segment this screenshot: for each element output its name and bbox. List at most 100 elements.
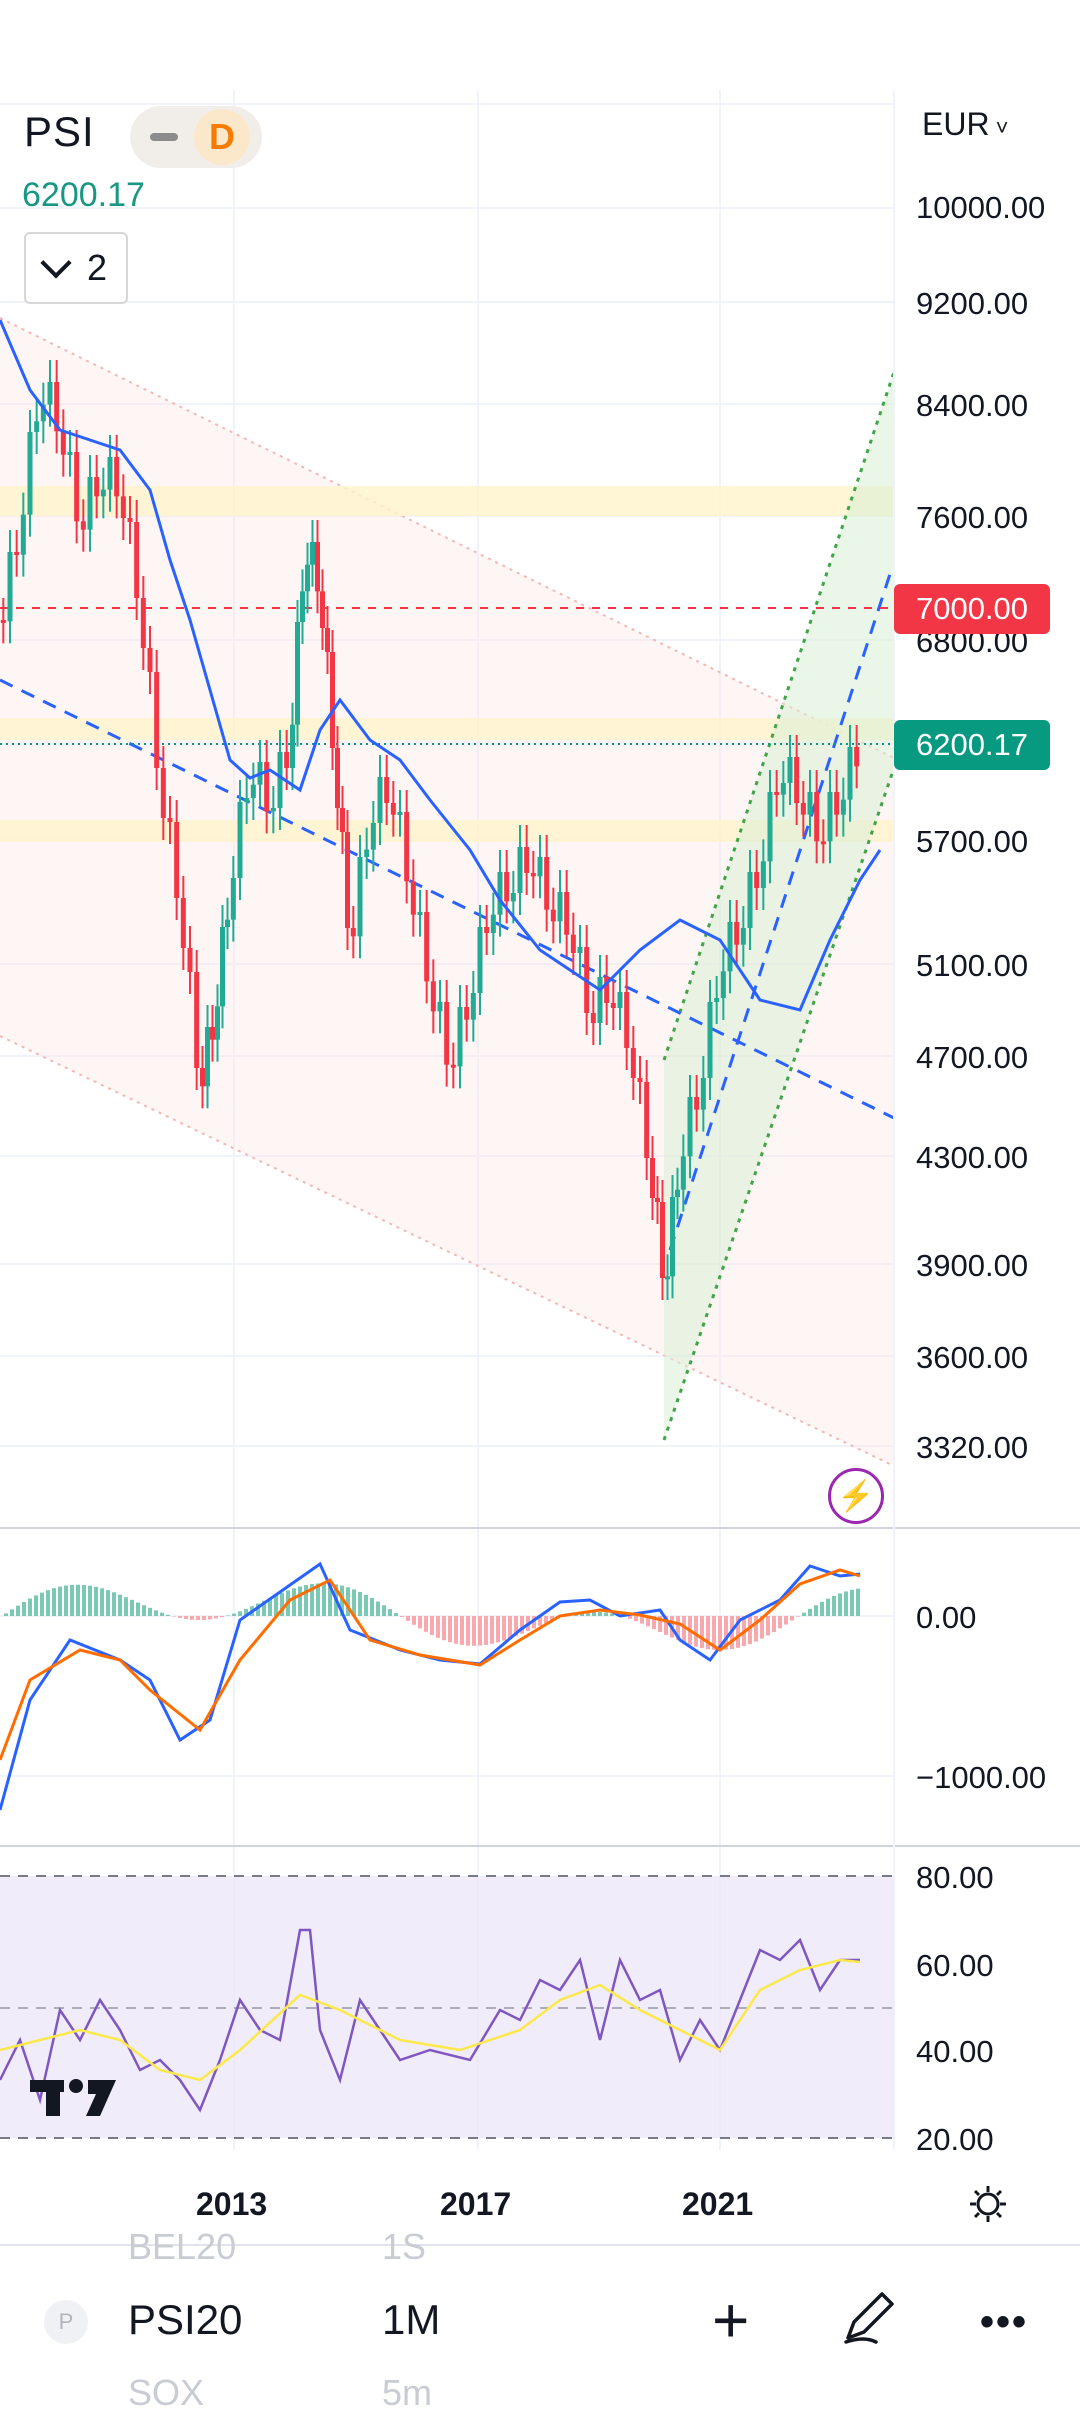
- candle-body: [854, 747, 859, 766]
- macd-histogram-bar: [142, 1605, 146, 1616]
- macd-histogram-bar: [484, 1616, 488, 1645]
- candle-body: [14, 552, 19, 555]
- macd-histogram-bar: [220, 1616, 224, 1617]
- symbol-title[interactable]: PSI: [24, 108, 95, 156]
- macd-histogram-bar: [442, 1616, 446, 1640]
- candle-body: [284, 752, 289, 768]
- candle-body: [34, 421, 39, 432]
- candle-body: [8, 552, 13, 621]
- macd-histogram-bar: [808, 1609, 812, 1616]
- picker-ghost-symbol: BEL20: [128, 2226, 236, 2268]
- macd-histogram-bar: [394, 1613, 398, 1616]
- plus-icon[interactable]: +: [712, 2290, 749, 2350]
- pen-icon[interactable]: [840, 2286, 900, 2346]
- candle-body: [660, 1202, 665, 1278]
- macd-histogram-bar: [454, 1616, 458, 1644]
- candle-body: [478, 927, 483, 993]
- candle-body: [330, 652, 335, 748]
- candle-body: [768, 792, 773, 861]
- candle-body: [808, 792, 813, 815]
- candle-body: [834, 792, 839, 815]
- rsi-axis-label: 20.00: [916, 2122, 994, 2158]
- candle-body: [174, 822, 179, 898]
- macd-histogram-bar: [838, 1593, 842, 1616]
- currency-label: EUR: [922, 106, 990, 142]
- more-icon[interactable]: •••: [980, 2300, 1028, 2345]
- candle-body: [708, 1002, 713, 1078]
- time-axis-label: 2013: [196, 2186, 267, 2223]
- chart-status-pill[interactable]: D: [130, 106, 262, 168]
- minus-icon: [144, 117, 184, 157]
- candle-body: [814, 792, 819, 841]
- chevron-down-icon: [40, 247, 71, 278]
- macd-histogram-bar: [28, 1599, 32, 1616]
- macd-histogram-bar: [238, 1611, 242, 1616]
- candle-body: [694, 1097, 699, 1110]
- candle-body: [531, 873, 536, 876]
- macd-histogram-bar: [52, 1588, 56, 1616]
- time-axis-label: 2017: [440, 2186, 511, 2223]
- candle-body: [761, 861, 766, 888]
- candle-body: [108, 457, 113, 490]
- candle-body: [114, 457, 119, 496]
- candle-body: [398, 812, 403, 815]
- macd-histogram-bar: [298, 1587, 302, 1616]
- macd-histogram-bar: [406, 1616, 410, 1621]
- symbol-picker[interactable]: PSI20: [128, 2296, 242, 2344]
- macd-histogram-bar: [130, 1600, 134, 1616]
- macd-histogram-bar: [190, 1616, 194, 1620]
- macd-histogram-bar: [772, 1616, 776, 1632]
- candle-body: [404, 812, 409, 881]
- timeframe-picker[interactable]: 1M: [382, 2296, 440, 2344]
- candle-body: [68, 452, 73, 455]
- rsi-axis-label: 40.00: [916, 2034, 994, 2070]
- candle-body: [231, 878, 236, 920]
- candle-body: [271, 808, 276, 811]
- candle-body: [101, 490, 106, 497]
- candle-body: [300, 591, 305, 622]
- candle-body: [484, 927, 489, 933]
- candle-body: [670, 1197, 675, 1276]
- candle-body: [188, 948, 193, 972]
- candle-body: [88, 477, 93, 530]
- candle-body: [444, 1002, 449, 1065]
- macd-histogram-bar: [208, 1616, 212, 1619]
- macd-histogram-bar: [844, 1591, 848, 1616]
- candle-body: [675, 1190, 680, 1197]
- price-axis-label: 4700.00: [916, 1040, 1028, 1076]
- macd-histogram-bar: [16, 1606, 20, 1616]
- macd-histogram-bar: [46, 1590, 50, 1616]
- macd-histogram-bar: [64, 1586, 68, 1616]
- candle-body: [335, 748, 340, 808]
- interval-badge: D: [194, 109, 250, 165]
- price-axis-label: 5700.00: [916, 824, 1028, 860]
- candle-body: [48, 382, 53, 405]
- macd-histogram-bar: [382, 1605, 386, 1616]
- candle-body: [325, 628, 330, 652]
- macd-histogram-bar: [430, 1616, 434, 1635]
- candle-body: [721, 971, 726, 998]
- lightning-icon[interactable]: ⚡: [828, 1468, 884, 1524]
- macd-histogram-bar: [790, 1616, 794, 1621]
- candle-body: [315, 542, 320, 591]
- macd-histogram-bar: [478, 1616, 482, 1646]
- currency-selector[interactable]: EUR ˅: [922, 106, 1009, 143]
- macd-histogram-bar: [322, 1583, 326, 1616]
- candle-body: [665, 1276, 670, 1279]
- macd-histogram-bar: [694, 1616, 698, 1647]
- candle-body: [364, 850, 369, 857]
- candle-body: [701, 1078, 706, 1110]
- macd-histogram-bar: [418, 1616, 422, 1628]
- candle-body: [644, 1082, 649, 1158]
- candle-body: [598, 977, 603, 1023]
- macd-histogram-bar: [232, 1614, 236, 1616]
- gear-icon[interactable]: [968, 2184, 1008, 2224]
- macd-histogram-bar: [424, 1616, 428, 1632]
- indicators-toggle-button[interactable]: 2: [24, 232, 128, 304]
- macd-histogram-bar: [814, 1605, 818, 1616]
- macd-histogram-bar: [598, 1612, 602, 1616]
- macd-histogram-bar: [184, 1616, 188, 1619]
- macd-histogram-bar: [4, 1613, 8, 1616]
- macd-histogram-bar: [166, 1615, 170, 1616]
- macd-histogram-bar: [358, 1592, 362, 1616]
